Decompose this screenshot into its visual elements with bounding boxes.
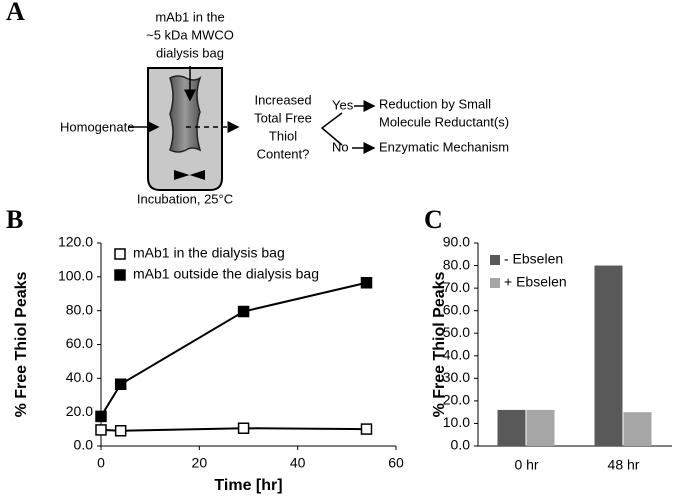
panel-label: C (424, 205, 443, 234)
y-tick-label: 40.0 (66, 369, 93, 385)
diagram-label: Reduction by Small (379, 96, 491, 111)
x-tick-label: 0 hr (514, 457, 538, 473)
legend-marker (114, 248, 126, 260)
diagram-label: No (332, 139, 349, 154)
y-tick-label: 70.0 (443, 279, 470, 295)
legend-marker (114, 269, 126, 281)
y-tick-label: 10.0 (443, 414, 470, 430)
series-line (100, 427, 367, 432)
y-tick-label: 100.0 (58, 268, 93, 284)
diagram-label: Yes (332, 97, 354, 112)
y-tick-label: 40.0 (443, 346, 470, 362)
y-tick-label: 80.0 (66, 301, 93, 317)
dialysis-bag (169, 75, 202, 153)
marker (237, 305, 250, 318)
stir-bar (174, 170, 205, 180)
marker (237, 422, 250, 434)
panel-label: A (6, 0, 25, 26)
x-tick-label: 60 (388, 455, 404, 471)
legend-label: + Ebselen (504, 274, 567, 290)
y-axis-title: % Free Thiol Peaks (431, 271, 448, 417)
y-axis-title: % Free Thiol Peaks (13, 271, 30, 417)
bar (623, 412, 652, 446)
legend-marker (490, 255, 500, 265)
diagram-label: Increased (254, 92, 311, 107)
y-tick-label: 90.0 (443, 234, 470, 250)
y-tick-label: 20.0 (66, 403, 93, 419)
diagram-label: Incubation, 25°C (137, 191, 233, 206)
marker (95, 410, 107, 423)
x-axis-title: Time [hr] (214, 477, 282, 494)
y-tick-label: 120.0 (58, 234, 93, 250)
y-tick-label: 20.0 (443, 392, 470, 408)
diagram-label: mAb1 in the (155, 9, 224, 24)
y-tick-label: 50.0 (443, 324, 470, 340)
y-tick-label: 30.0 (443, 369, 470, 385)
bar (497, 409, 526, 446)
legend-marker (490, 278, 500, 288)
y-tick-label: 60.0 (66, 335, 93, 351)
diagram-label: Total Free (254, 110, 312, 125)
legend-label: mAb1 in the dialysis bag (133, 245, 285, 261)
marker (114, 378, 127, 391)
bar (594, 265, 623, 446)
diagram-label: ~5 kDa MWCO (146, 27, 234, 42)
marker (95, 424, 107, 436)
marker (360, 277, 373, 289)
legend-label: mAb1 outside the dialysis bag (133, 266, 319, 282)
marker (360, 423, 373, 435)
y-tick-label: 0.0 (451, 437, 471, 453)
y-tick-label: 60.0 (443, 301, 470, 317)
y-tick-label: 80.0 (443, 256, 470, 272)
diagram-label: Homogenate (60, 119, 134, 134)
diagram-label: dialysis bag (156, 45, 224, 60)
bar (526, 409, 555, 446)
series-line (100, 281, 367, 417)
marker (114, 425, 127, 437)
panel-label: B (6, 205, 23, 234)
diagram-label: Molecule Reductant(s) (379, 114, 509, 129)
x-tick-label: 0 (97, 455, 105, 471)
diagram-label: Enzymatic Mechanism (379, 139, 509, 154)
x-tick-label: 20 (192, 455, 208, 471)
legend-label: - Ebselen (504, 251, 563, 267)
y-tick-label: 0.0 (74, 437, 94, 453)
diagram-label: Content? (257, 146, 310, 161)
x-tick-label: 40 (290, 455, 306, 471)
branch (320, 112, 343, 146)
x-tick-label: 48 hr (608, 457, 640, 473)
diagram-label: Thiol (269, 128, 297, 143)
